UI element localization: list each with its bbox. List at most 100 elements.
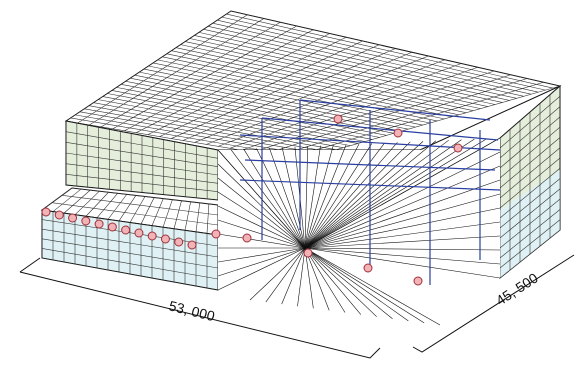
grid-line bbox=[256, 148, 306, 249]
node-marker bbox=[54, 210, 64, 220]
grid-line bbox=[66, 184, 218, 200]
grid-line bbox=[194, 51, 413, 143]
grid-line bbox=[89, 18, 265, 126]
grid-line bbox=[217, 247, 306, 277]
grid-line bbox=[304, 247, 346, 313]
grid-line bbox=[304, 247, 425, 324]
grid-line bbox=[500, 178, 560, 229]
node-marker bbox=[147, 231, 157, 241]
grid-line bbox=[71, 187, 219, 206]
grid-line bbox=[304, 142, 398, 249]
grid-line bbox=[229, 63, 462, 149]
grid-line bbox=[206, 55, 429, 145]
grid-line bbox=[500, 96, 560, 149]
node-marker bbox=[174, 237, 184, 247]
grid-line bbox=[304, 165, 501, 249]
grid-line bbox=[304, 247, 330, 311]
node-marker bbox=[333, 114, 343, 124]
grid-line bbox=[171, 44, 380, 139]
grid-line bbox=[136, 33, 330, 133]
grid-line bbox=[66, 131, 218, 159]
grid-line bbox=[500, 157, 560, 209]
grid-line bbox=[304, 221, 501, 249]
grid-line bbox=[230, 149, 306, 249]
grid-line bbox=[304, 141, 424, 249]
grid-line bbox=[151, 198, 164, 226]
right-wall bbox=[499, 84, 561, 280]
grid-line bbox=[500, 168, 560, 219]
node-marker bbox=[41, 207, 51, 217]
grid-line bbox=[500, 188, 560, 239]
grid-line bbox=[42, 219, 218, 247]
grid-line bbox=[147, 36, 347, 135]
grid-line bbox=[140, 197, 155, 225]
grid-line bbox=[304, 142, 385, 249]
grid-line bbox=[51, 202, 219, 226]
grid-line bbox=[304, 141, 411, 249]
grid-line bbox=[66, 142, 218, 167]
grid-line bbox=[304, 247, 501, 265]
roof-grid bbox=[64, 10, 562, 151]
grid-line bbox=[159, 40, 363, 137]
grid-line bbox=[304, 247, 501, 251]
grid-line bbox=[304, 247, 409, 322]
node-marker bbox=[363, 263, 373, 273]
node-marker bbox=[134, 228, 144, 238]
grid-line bbox=[61, 195, 219, 216]
grid-line bbox=[304, 143, 360, 249]
grid-line bbox=[241, 66, 478, 150]
upper-left-wall bbox=[65, 120, 219, 201]
grid-line bbox=[304, 138, 488, 249]
open-frame bbox=[217, 99, 501, 326]
grid-line bbox=[217, 233, 306, 249]
grid-line bbox=[281, 247, 306, 305]
grid-line bbox=[304, 146, 309, 249]
grid-line bbox=[112, 25, 297, 130]
grid-line bbox=[500, 229, 560, 278]
grid-line bbox=[63, 189, 91, 214]
grid-line bbox=[129, 196, 146, 223]
grid-line bbox=[304, 179, 501, 249]
grid-line bbox=[41, 187, 73, 211]
grid-line bbox=[162, 199, 173, 228]
node-marker bbox=[107, 222, 117, 232]
grid-line bbox=[66, 163, 218, 184]
grid-line bbox=[288, 81, 544, 150]
grid-line bbox=[500, 137, 560, 189]
grid-line bbox=[195, 202, 201, 232]
grid-line bbox=[265, 247, 306, 303]
node-marker bbox=[453, 143, 463, 153]
grid-line bbox=[304, 139, 462, 249]
grid-line bbox=[304, 151, 501, 249]
grid-line bbox=[304, 137, 501, 249]
grid-line bbox=[182, 48, 396, 141]
grid-line bbox=[217, 247, 306, 291]
grid-line bbox=[173, 200, 182, 229]
grid-line bbox=[100, 21, 281, 128]
grid-line bbox=[74, 190, 100, 215]
grid-line bbox=[304, 144, 347, 249]
grid-line bbox=[118, 195, 137, 222]
grid-line bbox=[268, 147, 306, 249]
grid-line bbox=[304, 143, 373, 249]
node-marker bbox=[242, 233, 252, 243]
grid-line bbox=[500, 116, 560, 169]
grid-line bbox=[66, 174, 218, 192]
grid-line bbox=[52, 188, 82, 212]
grid-line bbox=[500, 209, 560, 259]
grid-line bbox=[304, 145, 334, 249]
grid-line bbox=[66, 121, 218, 151]
node-markers bbox=[41, 114, 463, 286]
grid-line bbox=[124, 29, 314, 132]
node-marker bbox=[94, 219, 104, 229]
grid-line bbox=[276, 78, 528, 150]
grid-line bbox=[304, 247, 377, 317]
node-marker bbox=[81, 216, 91, 226]
node-marker bbox=[393, 128, 403, 138]
grid-line bbox=[500, 147, 560, 199]
grid-line bbox=[184, 201, 191, 231]
grid-line bbox=[42, 228, 218, 258]
grid-line bbox=[243, 148, 306, 249]
node-marker bbox=[121, 225, 131, 235]
